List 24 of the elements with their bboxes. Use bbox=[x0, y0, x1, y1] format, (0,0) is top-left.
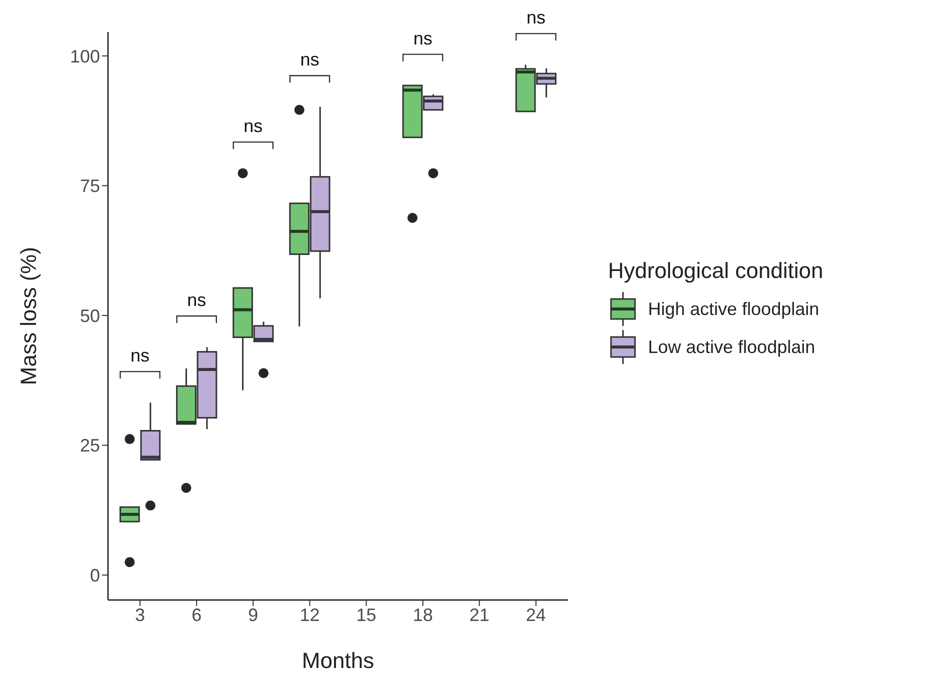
legend-title: Hydrological condition bbox=[608, 258, 824, 284]
x-tick-label: 12 bbox=[300, 604, 320, 625]
annotation: ns bbox=[244, 116, 263, 136]
y-axis-title: Mass loss (%) bbox=[16, 246, 41, 386]
x-tick-label: 3 bbox=[135, 604, 146, 625]
x-tick-label: 18 bbox=[412, 604, 433, 625]
legend-label: Low active floodplain bbox=[648, 336, 816, 358]
text: ns bbox=[526, 8, 546, 28]
y-tick-label: 0 bbox=[90, 565, 100, 586]
x-tick-label: 9 bbox=[248, 604, 258, 625]
x-tick-label: 15 bbox=[356, 604, 376, 625]
x-tick-label: 6 bbox=[192, 604, 202, 625]
y-tick-label: 100 bbox=[70, 46, 100, 66]
annotation: ns bbox=[300, 50, 320, 70]
legend-label: High active floodplain bbox=[648, 298, 820, 320]
x-tick-label: 24 bbox=[526, 604, 546, 625]
y-tick-label: 25 bbox=[80, 436, 100, 456]
y-tick-label: 50 bbox=[80, 306, 100, 326]
annotation: ns bbox=[187, 290, 206, 310]
x-axis-title: Months bbox=[302, 648, 374, 673]
annotation: ns bbox=[413, 28, 432, 48]
y-tick-label: 75 bbox=[80, 176, 100, 196]
x-tick-label: 21 bbox=[469, 604, 490, 625]
annotation: ns bbox=[130, 346, 150, 366]
